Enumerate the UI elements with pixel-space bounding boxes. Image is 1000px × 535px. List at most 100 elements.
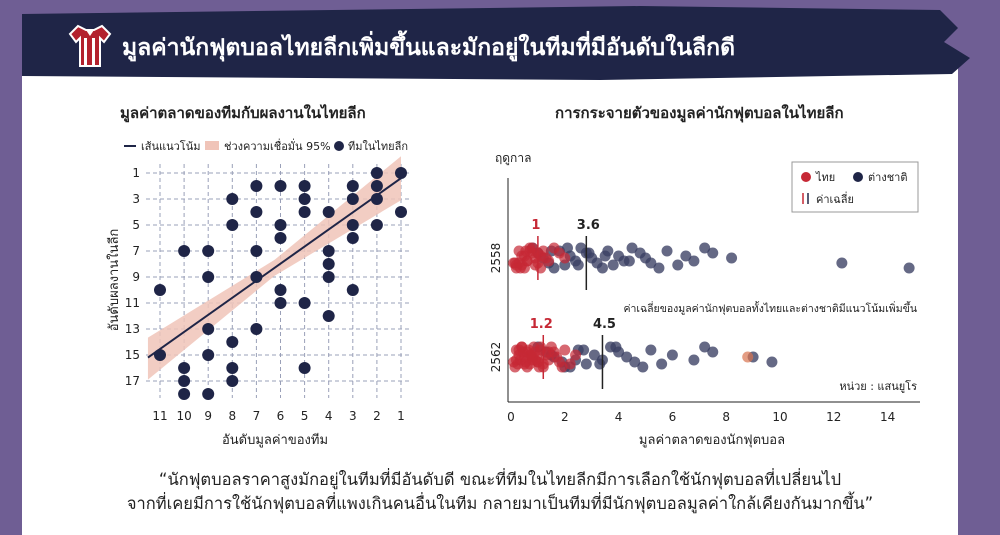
team-point bbox=[202, 271, 215, 283]
foreign-player-point bbox=[596, 262, 608, 274]
team-point bbox=[274, 297, 287, 309]
thai-player-point bbox=[518, 358, 530, 370]
thai-player-point bbox=[513, 344, 525, 356]
team-point bbox=[226, 336, 239, 348]
thai-mean-label: 1.2 bbox=[530, 317, 553, 332]
y-tick-label: 9 bbox=[132, 270, 140, 284]
team-point bbox=[322, 310, 335, 322]
team-point bbox=[370, 193, 383, 205]
team-point bbox=[250, 245, 263, 257]
team-point bbox=[346, 193, 359, 205]
legend-trend-label: เส้นแนวโน้ม bbox=[141, 139, 200, 153]
team-point bbox=[274, 219, 287, 231]
legend-band-swatch bbox=[205, 141, 219, 150]
y-tick-label: 13 bbox=[125, 322, 140, 336]
team-point bbox=[274, 232, 287, 244]
x-tick-label: 0 bbox=[507, 410, 515, 424]
foreign-player-point bbox=[836, 257, 848, 269]
foreign-player-point bbox=[561, 242, 573, 254]
team-point bbox=[370, 167, 383, 179]
thai-mean-label: 1 bbox=[531, 218, 540, 233]
x-tick-label: 6 bbox=[669, 410, 677, 424]
foreign-player-point bbox=[680, 250, 692, 262]
team-point bbox=[202, 245, 215, 257]
season-label: 2562 bbox=[489, 342, 503, 373]
y-tick-label: 15 bbox=[125, 348, 140, 362]
thai-player-point bbox=[520, 245, 532, 257]
quote-text: “นักฟุตบอลราคาสูงมักอยู่ในทีมที่มีอันดับ… bbox=[60, 468, 940, 516]
legend-point-marker bbox=[334, 141, 344, 151]
title-banner bbox=[22, 6, 970, 80]
team-point bbox=[250, 206, 263, 218]
foreign-player-point bbox=[726, 252, 738, 264]
x-tick-label: 2 bbox=[373, 409, 381, 423]
x-tick-label: 1 bbox=[397, 409, 405, 423]
x-tick-label: 10 bbox=[772, 410, 787, 424]
scatter-plot: เส้นแนวโน้ม ช่วงความเชื่อมั่น 95% ทีมในไทย… bbox=[106, 138, 412, 448]
y-tick-label: 7 bbox=[132, 244, 140, 258]
team-point bbox=[395, 206, 407, 218]
content-panel bbox=[22, 60, 958, 535]
thai-player-point bbox=[543, 346, 555, 358]
team-point bbox=[346, 219, 359, 231]
foreign-player-point bbox=[707, 346, 719, 358]
team-point bbox=[370, 180, 383, 192]
foreign-player-point bbox=[661, 245, 673, 257]
team-point bbox=[178, 375, 191, 387]
foreign-player-point bbox=[599, 250, 611, 262]
team-point bbox=[346, 180, 359, 192]
x-tick-label: 8 bbox=[722, 410, 730, 424]
x-tick-label: 8 bbox=[228, 409, 236, 423]
thai-player-point bbox=[529, 354, 541, 366]
x-tick-label: 7 bbox=[253, 409, 261, 423]
team-point bbox=[226, 362, 239, 374]
foreign-mean-label: 3.6 bbox=[577, 218, 600, 233]
thai-player-point bbox=[570, 349, 582, 361]
y-tick-label: 17 bbox=[125, 374, 140, 388]
x-axis-label: มูลค่าตลาดของนักฟุตบอล bbox=[639, 433, 785, 448]
foreign-player-point bbox=[707, 247, 719, 259]
foreign-player-point bbox=[588, 349, 600, 361]
x-tick-label: 3 bbox=[349, 409, 357, 423]
legend-box bbox=[791, 161, 919, 213]
foreign-player-point bbox=[766, 356, 778, 368]
team-point bbox=[346, 284, 359, 296]
team-point bbox=[178, 245, 191, 257]
foreign-player-point bbox=[623, 255, 635, 267]
x-tick-label: 9 bbox=[204, 409, 212, 423]
x-tick-label: 14 bbox=[880, 410, 895, 424]
foreign-player-point bbox=[672, 259, 684, 271]
y-tick-label: 5 bbox=[132, 218, 140, 232]
x-tick-label: 4 bbox=[615, 410, 623, 424]
legend-thai-label: ไทย bbox=[815, 171, 835, 184]
foreign-player-point bbox=[688, 354, 700, 366]
jersey-icon bbox=[68, 24, 112, 67]
x-axis-label: อันดับมูลค่าของทีม bbox=[222, 432, 328, 448]
foreign-player-point bbox=[656, 358, 668, 370]
thai-player-point bbox=[559, 252, 571, 264]
foreign-player-point bbox=[699, 341, 711, 353]
foreign-player-point bbox=[645, 344, 657, 356]
team-point bbox=[395, 167, 407, 179]
foreign-player-point bbox=[607, 259, 619, 271]
x-tick-label: 11 bbox=[152, 409, 167, 423]
team-point bbox=[346, 232, 359, 244]
left-chart-title: มูลค่าตลาดของทีมกับผลงานในไทยลีก bbox=[120, 104, 366, 122]
team-point bbox=[202, 349, 215, 361]
team-point bbox=[322, 271, 335, 283]
foreign-player-point bbox=[699, 242, 711, 254]
page-title: มูลค่านักฟุตบอลไทยลีกเพิ่มขึ้นและมักอยู่… bbox=[122, 35, 736, 61]
team-point bbox=[322, 258, 335, 270]
y-tick-label: 1 bbox=[132, 166, 140, 180]
team-point bbox=[322, 245, 335, 257]
y-tick-label: 11 bbox=[125, 296, 140, 310]
foreign-player-point bbox=[653, 262, 665, 274]
foreign-player-point bbox=[626, 242, 638, 254]
team-point bbox=[178, 388, 191, 400]
unit-note: หน่วย : แสนยูโร bbox=[839, 379, 917, 393]
y-tick-label: 3 bbox=[132, 192, 140, 206]
team-point bbox=[370, 219, 383, 231]
x-tick-label: 4 bbox=[325, 409, 333, 423]
x-tick-label: 10 bbox=[176, 409, 191, 423]
